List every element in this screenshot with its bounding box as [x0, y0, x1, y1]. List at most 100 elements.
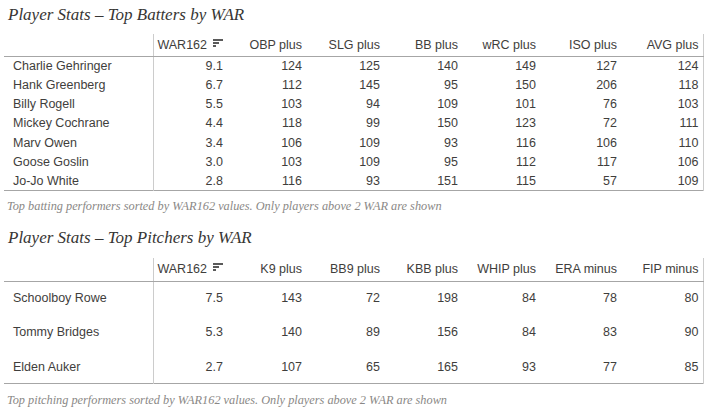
stat-value-cell: 83 [540, 315, 621, 349]
stat-value-cell: 94 [306, 95, 384, 114]
table-row: Hank Greenberg6.711214595150206118 [4, 75, 703, 94]
column-header-label: KBB plus [407, 262, 458, 276]
column-header-era-minus[interactable]: ERA minus [540, 258, 621, 281]
stat-value-cell: 106 [227, 133, 306, 152]
stat-value-cell: 95 [384, 75, 462, 94]
header-row: WAR162 K9 plus BB9 plus KBB plus WHIP plus ER… [4, 258, 703, 281]
stat-value-cell: 118 [621, 75, 703, 94]
stat-value-cell: 103 [227, 152, 306, 171]
stat-value-cell: 149 [462, 56, 540, 75]
player-column-header[interactable] [4, 258, 153, 281]
column-header-label: BB9 plus [330, 262, 380, 276]
batters-table-footer: Top batting performers sorted by WAR162 … [7, 199, 442, 214]
stat-value-cell: 206 [540, 75, 621, 94]
stat-value-cell: 65 [306, 350, 384, 384]
stat-value-cell: 117 [540, 152, 621, 171]
stat-value-cell: 123 [462, 114, 540, 133]
stat-value-cell: 93 [384, 133, 462, 152]
stat-value-cell: 9.1 [153, 56, 227, 75]
column-header-whip-plus[interactable]: WHIP plus [462, 258, 540, 281]
column-header-label: wRC plus [483, 38, 537, 52]
stat-value-cell: 57 [540, 172, 621, 191]
table-row: Goose Goslin3.010310995112117106 [4, 152, 703, 171]
stat-value-cell: 99 [306, 114, 384, 133]
table-row: Billy Rogell5.51039410910176103 [4, 95, 703, 114]
column-header-label: FIP minus [642, 262, 698, 276]
stat-value-cell: 118 [227, 114, 306, 133]
header-row: WAR162 OBP plus SLG plus BB plus wRC plusISO… [4, 34, 703, 56]
stat-value-cell: 76 [540, 95, 621, 114]
stat-value-cell: 112 [227, 75, 306, 94]
stat-value-cell: 111 [621, 114, 703, 133]
stat-value-cell: 124 [621, 56, 703, 75]
stat-value-cell: 198 [384, 281, 462, 315]
player-name-cell: Mickey Cochrane [4, 114, 153, 133]
player-name-cell: Charlie Gehringer [4, 56, 153, 75]
player-name-cell: Marv Owen [4, 133, 153, 152]
pitchers-table: WAR162 K9 plus BB9 plus KBB plus WHIP plus ER… [4, 258, 704, 384]
stat-value-cell: 127 [540, 56, 621, 75]
column-header-label: BB plus [415, 38, 458, 52]
column-header-label: WAR162 [157, 38, 207, 52]
column-header-obp-plus[interactable]: OBP plus [227, 34, 306, 56]
stat-value-cell: 109 [306, 152, 384, 171]
stat-value-cell: 90 [621, 315, 703, 349]
stat-value-cell: 2.8 [153, 172, 227, 191]
stat-value-cell: 3.4 [153, 133, 227, 152]
stat-value-cell: 140 [384, 56, 462, 75]
table-row: Tommy Bridges5.314089156848390 [4, 315, 703, 349]
column-header-label: WHIP plus [477, 262, 536, 276]
column-header-iso-plus[interactable]: ISO plus [540, 34, 621, 56]
stat-value-cell: 140 [227, 315, 306, 349]
column-header-kbb-plus[interactable]: KBB plus [384, 258, 462, 281]
column-header-bb-plus[interactable]: BB plus [384, 34, 462, 56]
stat-value-cell: 84 [462, 315, 540, 349]
stat-value-cell: 72 [540, 114, 621, 133]
sort-descending-icon[interactable] [213, 39, 223, 48]
stat-value-cell: 125 [306, 56, 384, 75]
stat-value-cell: 77 [540, 350, 621, 384]
stat-value-cell: 106 [621, 152, 703, 171]
column-header-war162[interactable]: WAR162 [153, 34, 227, 56]
player-name-cell: Billy Rogell [4, 95, 153, 114]
column-header-war162[interactable]: WAR162 [153, 258, 227, 281]
column-header-label: OBP plus [249, 38, 302, 52]
pitchers-table-title: Player Stats – Top Pitchers by WAR [8, 228, 252, 248]
stat-value-cell: 95 [384, 152, 462, 171]
column-header-label: WAR162 [157, 262, 207, 276]
table-row: Charlie Gehringer9.1124125140149127124 [4, 56, 703, 75]
stat-value-cell: 145 [306, 75, 384, 94]
batters-table-title: Player Stats – Top Batters by WAR [8, 5, 244, 25]
stat-value-cell: 109 [306, 133, 384, 152]
column-header-label: SLG plus [329, 38, 380, 52]
stat-value-cell: 150 [384, 114, 462, 133]
stat-value-cell: 80 [621, 281, 703, 315]
player-column-header[interactable] [4, 34, 153, 56]
player-name-cell: Schoolboy Rowe [4, 281, 153, 315]
stat-value-cell: 84 [462, 281, 540, 315]
stat-value-cell: 165 [384, 350, 462, 384]
stat-value-cell: 115 [462, 172, 540, 191]
column-header-avg-plus[interactable]: AVG plus [621, 34, 703, 56]
stat-value-cell: 93 [306, 172, 384, 191]
sort-descending-icon[interactable] [213, 263, 223, 272]
stat-value-cell: 103 [621, 95, 703, 114]
player-name-cell: Jo-Jo White [4, 172, 153, 191]
column-header-label: AVG plus [647, 38, 699, 52]
stat-value-cell: 72 [306, 281, 384, 315]
stat-value-cell: 109 [384, 95, 462, 114]
stat-value-cell: 6.7 [153, 75, 227, 94]
stat-value-cell: 85 [621, 350, 703, 384]
stat-value-cell: 110 [621, 133, 703, 152]
stat-value-cell: 156 [384, 315, 462, 349]
stat-value-cell: 112 [462, 152, 540, 171]
column-header-k9-plus[interactable]: K9 plus [227, 258, 306, 281]
column-header-fip-minus[interactable]: FIP minus [621, 258, 703, 281]
stat-value-cell: 4.4 [153, 114, 227, 133]
stat-value-cell: 3.0 [153, 152, 227, 171]
stat-value-cell: 143 [227, 281, 306, 315]
column-header-wrc-plus[interactable]: wRC plus [462, 34, 540, 56]
player-name-cell: Elden Auker [4, 350, 153, 384]
column-header-bb9-plus[interactable]: BB9 plus [306, 258, 384, 281]
column-header-slg-plus[interactable]: SLG plus [306, 34, 384, 56]
